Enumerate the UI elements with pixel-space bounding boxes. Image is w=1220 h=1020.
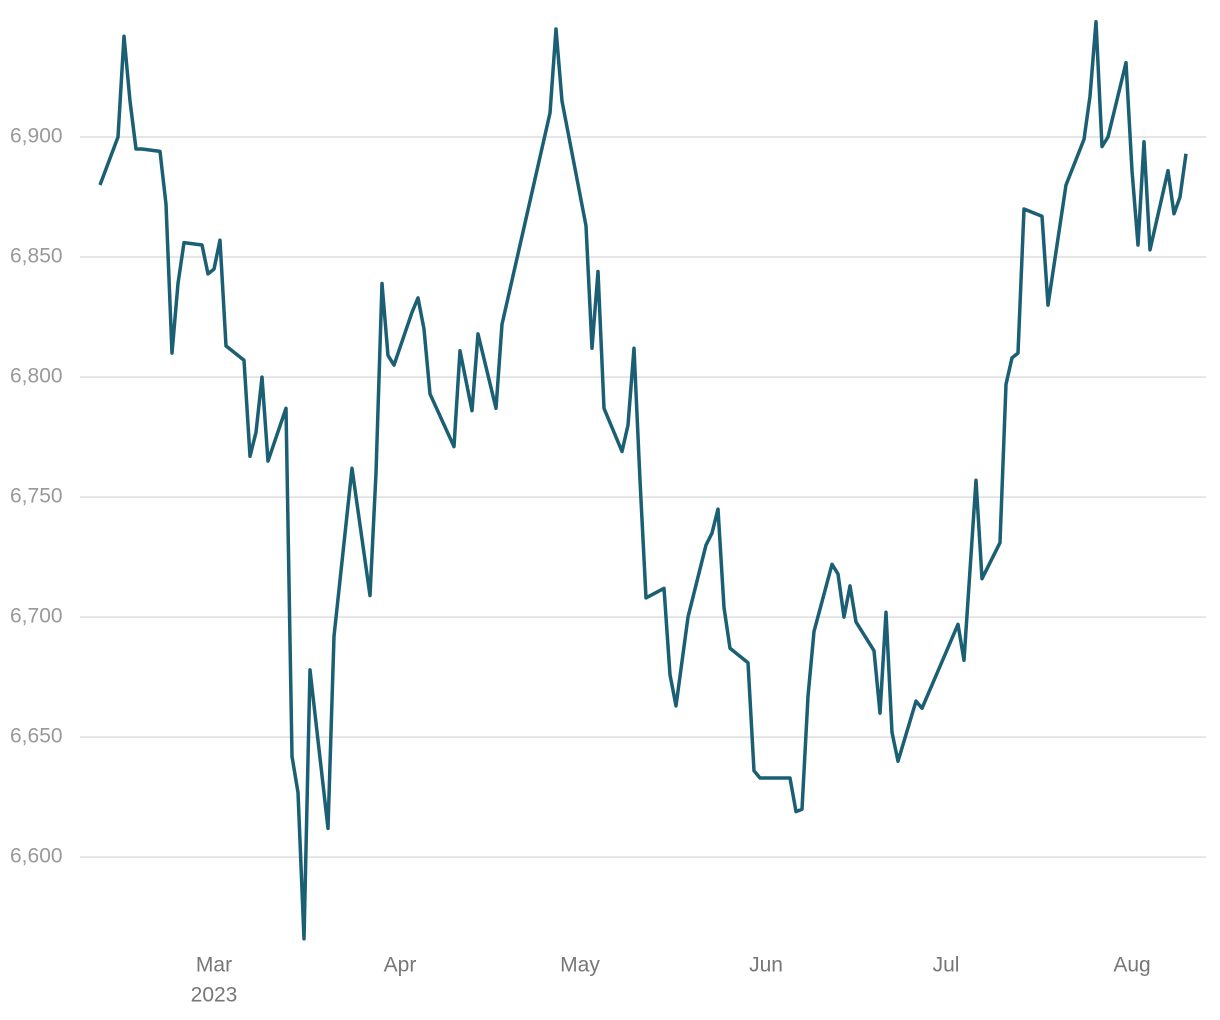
x-tick-label: Jun	[749, 954, 783, 977]
x-tick-label: Jul	[933, 954, 960, 977]
x-tick-label: Mar	[196, 954, 232, 977]
y-tick-label: 6,650	[10, 725, 63, 748]
x-tick-label: Apr	[384, 954, 417, 977]
y-tick-label: 6,900	[10, 125, 63, 148]
x-tick-label: May	[560, 954, 600, 977]
y-tick-label: 6,600	[10, 845, 63, 868]
year-label: 2023	[191, 984, 238, 1007]
y-tick-label: 6,750	[10, 485, 63, 508]
y-tick-label: 6,700	[10, 605, 63, 628]
y-tick-label: 6,800	[10, 365, 63, 388]
y-tick-label: 6,850	[10, 245, 63, 268]
x-tick-label: Aug	[1113, 954, 1150, 977]
line	[98, 20, 1188, 941]
